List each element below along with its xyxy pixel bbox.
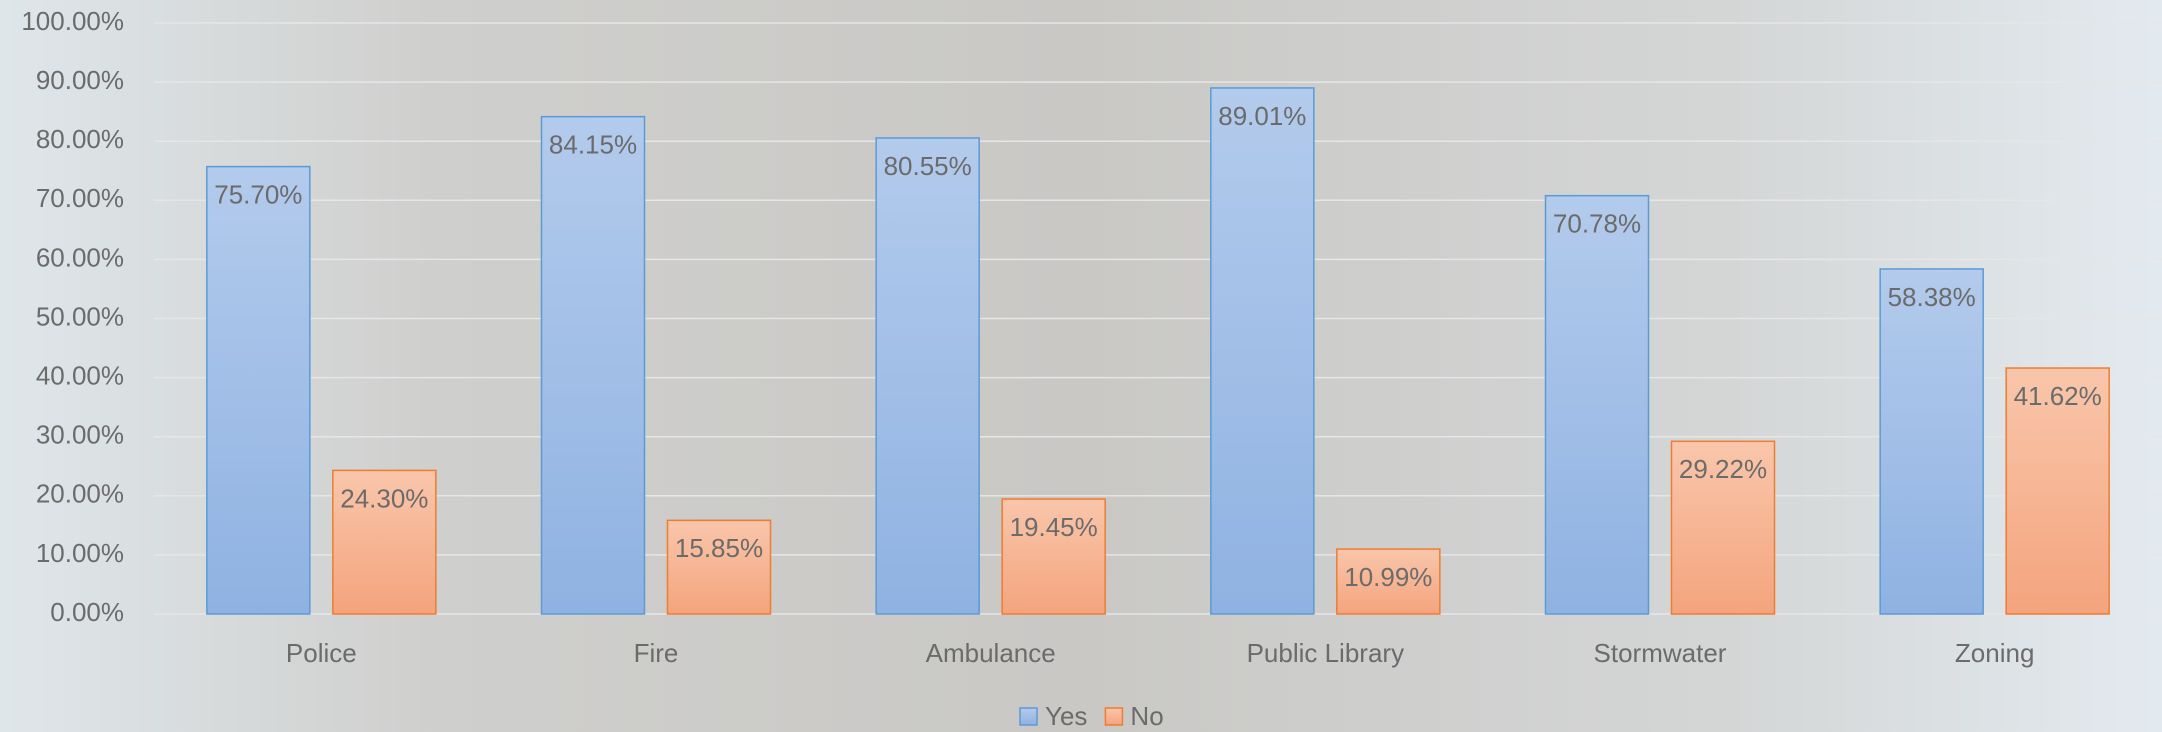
y-tick-label: 100.00% [21, 6, 124, 36]
x-tick-label: Public Library [1247, 638, 1405, 668]
y-tick-label: 10.00% [36, 538, 124, 568]
y-tick-label: 20.00% [36, 479, 124, 509]
x-tick-label: Fire [634, 638, 679, 668]
y-tick-label: 50.00% [36, 301, 124, 331]
bar [1879, 268, 1984, 615]
value-label: 24.30% [340, 483, 428, 513]
value-label: 70.78% [1553, 209, 1641, 239]
value-label: 10.99% [1344, 562, 1432, 592]
bar [1544, 194, 1650, 615]
value-label: 75.70% [214, 179, 302, 209]
value-label: 89.01% [1218, 101, 1306, 131]
legend-label: Yes [1045, 701, 1087, 731]
value-label: 29.22% [1679, 454, 1767, 484]
bar [1336, 548, 1441, 615]
value-label: 15.85% [675, 533, 763, 563]
y-tick-label: 60.00% [36, 242, 124, 272]
value-label: 84.15% [549, 130, 637, 160]
bar [1001, 498, 1106, 615]
y-tick-label: 80.00% [36, 124, 124, 154]
bar [875, 137, 980, 615]
bar [2005, 367, 2110, 615]
bar [1670, 440, 1776, 615]
y-tick-label: 30.00% [36, 420, 124, 450]
bar [206, 165, 311, 615]
value-label: 58.38% [1888, 282, 1976, 312]
legend-swatch [1104, 707, 1124, 726]
bar [1210, 87, 1315, 615]
value-label: 41.62% [2014, 381, 2102, 411]
y-tick-label: 70.00% [36, 183, 124, 213]
x-tick-label: Police [286, 638, 357, 668]
legend-label: No [1130, 701, 1163, 731]
bar [332, 469, 437, 615]
legend-swatch [1019, 707, 1038, 726]
x-tick-label: Zoning [1955, 638, 2035, 668]
value-label: 19.45% [1010, 512, 1098, 542]
bar [666, 519, 772, 615]
y-tick-label: 90.00% [36, 65, 124, 95]
y-tick-label: 0.00% [50, 597, 124, 627]
x-tick-label: Ambulance [926, 638, 1056, 668]
bar [540, 115, 646, 615]
value-label: 80.55% [884, 151, 972, 181]
x-tick-label: Stormwater [1594, 638, 1727, 668]
y-tick-label: 40.00% [36, 360, 124, 390]
